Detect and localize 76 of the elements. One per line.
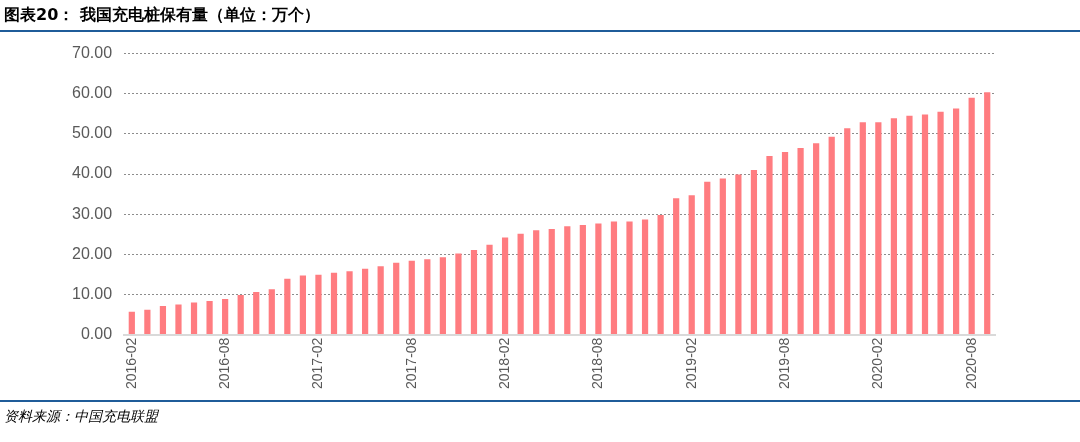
bar — [501, 237, 509, 335]
x-tick-label: 2017-02 — [309, 337, 326, 390]
bar — [890, 118, 898, 335]
bar — [813, 143, 820, 335]
bar — [719, 178, 726, 335]
x-tick-label: 2019-08 — [775, 337, 792, 390]
y-tick-label: 70.00 — [71, 44, 113, 62]
bar — [470, 249, 478, 335]
bar — [750, 170, 758, 335]
bar — [921, 114, 929, 335]
bar — [268, 289, 275, 335]
bar — [128, 311, 135, 335]
bar — [393, 262, 400, 335]
y-tick-label: 20.00 — [71, 244, 113, 262]
bar — [377, 266, 384, 335]
bar — [190, 302, 198, 335]
bar — [641, 219, 649, 335]
bar — [766, 155, 773, 335]
bar — [159, 306, 167, 335]
bar — [439, 257, 446, 335]
chart-title: 图表20： 我国充电桩保有量（单位：万个） — [0, 0, 1080, 32]
bar — [330, 272, 338, 335]
bar — [253, 292, 260, 335]
y-tick-label: 30.00 — [71, 204, 113, 222]
bar — [408, 260, 415, 335]
bar — [175, 304, 182, 335]
bar — [284, 278, 291, 335]
bar — [859, 122, 866, 335]
x-tick-label: 2019-02 — [682, 337, 699, 390]
bar — [346, 271, 353, 335]
bar — [704, 181, 711, 335]
x-tick-label: 2016-02 — [122, 337, 139, 390]
bar — [424, 259, 431, 335]
bar — [548, 229, 555, 335]
bar — [533, 230, 540, 335]
bar — [844, 128, 851, 335]
bar — [875, 122, 882, 335]
y-tick-label: 60.00 — [71, 84, 113, 102]
bar — [953, 108, 960, 335]
text: 资料来源：中国充电联盟 — [0, 400, 1080, 432]
bar — [595, 223, 602, 335]
bar — [906, 115, 913, 335]
y-tick-label: 40.00 — [71, 164, 113, 182]
bar — [937, 111, 944, 335]
bar — [486, 244, 493, 335]
bar — [517, 233, 524, 335]
bar — [455, 253, 462, 335]
x-tick-label: 2017-08 — [402, 337, 419, 390]
x-tick-label: 2018-08 — [589, 337, 606, 390]
bar — [781, 151, 789, 335]
bar — [688, 195, 695, 335]
bar — [144, 309, 151, 335]
x-tick-label: 2018-02 — [495, 337, 512, 390]
bar — [735, 174, 742, 335]
x-tick-label: 2020-08 — [962, 337, 979, 390]
y-tick-label: 10.00 — [71, 284, 113, 302]
bar — [564, 226, 571, 335]
bar — [626, 221, 633, 335]
y-tick-label: 0.00 — [80, 325, 113, 343]
y-tick-label: 50.00 — [71, 124, 113, 142]
bar — [828, 136, 835, 335]
bar — [968, 97, 975, 335]
bar — [222, 298, 229, 335]
bar — [206, 300, 213, 335]
bar — [299, 275, 307, 335]
x-tick-label: 2020-02 — [869, 337, 886, 390]
bar — [657, 214, 664, 335]
bar — [797, 147, 804, 335]
bar — [579, 225, 586, 335]
bar — [673, 198, 680, 335]
bar — [315, 274, 322, 335]
x-tick-label: 2016-08 — [215, 337, 232, 390]
bar — [237, 294, 244, 335]
bar — [610, 221, 618, 335]
bar — [984, 92, 991, 335]
bar — [362, 268, 369, 335]
